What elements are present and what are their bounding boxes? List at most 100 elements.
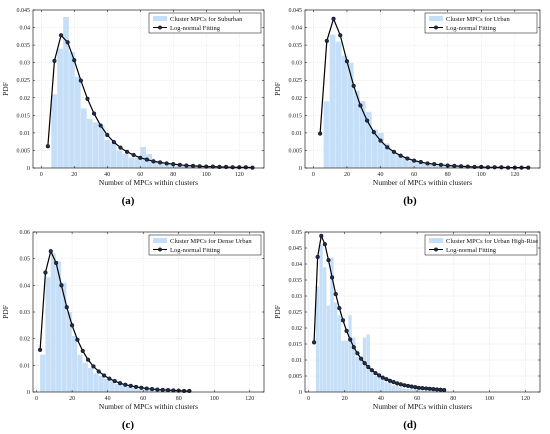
histogram-bar bbox=[435, 391, 439, 392]
histogram-bar bbox=[406, 388, 410, 392]
fit-marker bbox=[210, 164, 215, 169]
histogram-bar bbox=[384, 143, 390, 168]
histogram-bar bbox=[413, 389, 417, 392]
fit-marker bbox=[311, 340, 317, 345]
y-axis-label: PDF bbox=[1, 82, 10, 96]
legend-marker-fit bbox=[434, 247, 439, 252]
histogram-bar bbox=[431, 391, 435, 392]
y-tick-label: 0.045 bbox=[289, 8, 303, 14]
fit-marker bbox=[38, 347, 43, 352]
fit-marker bbox=[243, 165, 248, 170]
x-tick-label: 100 bbox=[477, 172, 486, 178]
fit-marker bbox=[398, 153, 403, 158]
x-tick-label: 20 bbox=[69, 396, 75, 402]
histogram-bar bbox=[319, 244, 323, 392]
fit-marker bbox=[85, 96, 90, 101]
x-tick-label: 60 bbox=[414, 396, 420, 402]
x-tick-label: 100 bbox=[202, 172, 211, 178]
y-tick-label: 0.005 bbox=[17, 148, 31, 154]
histogram-bar bbox=[426, 164, 433, 168]
fit-marker bbox=[101, 373, 107, 378]
panel-caption: (b) bbox=[403, 195, 417, 207]
histogram-bar bbox=[164, 164, 170, 168]
fit-marker bbox=[420, 386, 425, 391]
fit-marker bbox=[48, 249, 53, 254]
y-tick-label: 0.03 bbox=[20, 61, 31, 67]
histogram-bar bbox=[205, 166, 212, 168]
fit-marker bbox=[358, 356, 364, 361]
histogram-bar bbox=[432, 164, 439, 168]
fit-marker bbox=[123, 382, 128, 387]
histogram-bar bbox=[462, 166, 469, 168]
histogram-bar bbox=[408, 160, 414, 168]
y-tick-label: 0.03 bbox=[20, 310, 31, 316]
histogram-bar bbox=[134, 157, 141, 168]
histogram-bar bbox=[128, 157, 135, 168]
fit-marker bbox=[155, 387, 160, 392]
y-tick-label: 0.06 bbox=[20, 230, 31, 236]
y-tick-label: 0 bbox=[27, 390, 30, 396]
histogram-bar bbox=[199, 166, 206, 168]
y-tick-label: 0 bbox=[299, 390, 302, 396]
histogram-bar bbox=[337, 315, 341, 392]
legend-label-hist: Cluster MPCs for Dense Urban bbox=[170, 238, 252, 245]
fit-marker bbox=[378, 138, 383, 143]
fit-marker bbox=[59, 283, 64, 288]
histogram-bar bbox=[409, 388, 414, 392]
legend-label-hist: Cluster MPCs for Suburban bbox=[170, 16, 243, 23]
histogram-bar bbox=[162, 390, 168, 392]
fit-marker bbox=[128, 383, 133, 388]
fit-marker bbox=[506, 165, 511, 170]
histogram-bar bbox=[187, 166, 194, 168]
histogram-bar bbox=[315, 286, 320, 392]
legend-label-fit: Log-normal Fitting bbox=[446, 25, 497, 32]
fit-marker bbox=[380, 375, 385, 380]
fit-marker bbox=[387, 378, 393, 383]
histogram-bar bbox=[380, 379, 385, 392]
fit-marker bbox=[438, 387, 443, 392]
histogram-bar bbox=[72, 336, 78, 392]
y-tick-label: 0.035 bbox=[17, 43, 31, 49]
y-tick-label: 0 bbox=[27, 166, 30, 172]
y-tick-label: 0.02 bbox=[292, 326, 303, 332]
histogram-bar bbox=[329, 34, 336, 169]
fit-marker bbox=[337, 306, 342, 311]
histogram-bar bbox=[377, 376, 381, 392]
x-tick-label: 40 bbox=[104, 172, 110, 178]
histogram-bar bbox=[51, 94, 57, 168]
histogram-bar bbox=[109, 381, 115, 392]
fit-marker bbox=[338, 33, 343, 38]
y-tick-label: 0.015 bbox=[289, 113, 303, 119]
fit-marker bbox=[318, 131, 323, 136]
y-tick-label: 0.035 bbox=[289, 278, 303, 284]
fit-marker bbox=[519, 165, 524, 170]
histogram-bar bbox=[77, 354, 83, 392]
fit-marker bbox=[43, 270, 48, 275]
y-tick-label: 0.02 bbox=[20, 96, 31, 102]
x-tick-label: 120 bbox=[510, 172, 519, 178]
fit-marker bbox=[52, 58, 57, 64]
fit-marker bbox=[91, 364, 96, 369]
fit-marker bbox=[105, 132, 110, 138]
histogram-bar bbox=[399, 387, 403, 392]
legend-label-hist: Cluster MPCs for Urban bbox=[446, 16, 510, 23]
histogram-bar bbox=[333, 302, 338, 392]
y-tick-label: 0.01 bbox=[292, 358, 303, 364]
fit-marker bbox=[124, 149, 130, 154]
x-tick-label: 40 bbox=[378, 396, 384, 402]
fit-marker bbox=[144, 386, 149, 391]
fit-marker bbox=[432, 162, 437, 167]
histogram-bar bbox=[40, 354, 46, 392]
fit-marker bbox=[413, 385, 418, 390]
histogram-bar bbox=[63, 17, 69, 169]
fit-marker bbox=[250, 165, 255, 170]
histogram-bar bbox=[330, 257, 334, 392]
histogram-bar bbox=[98, 376, 104, 392]
fit-marker bbox=[53, 260, 59, 266]
axes-frame bbox=[304, 9, 541, 169]
chart-panel-b: 0 20 40 60 80 100 120 0 0.005 0.01 0.015 0.02 0.025 0… bbox=[273, 8, 541, 207]
panel-caption: (c) bbox=[122, 419, 135, 431]
y-tick-label: 0.005 bbox=[289, 374, 303, 380]
fit-marker bbox=[442, 387, 447, 393]
